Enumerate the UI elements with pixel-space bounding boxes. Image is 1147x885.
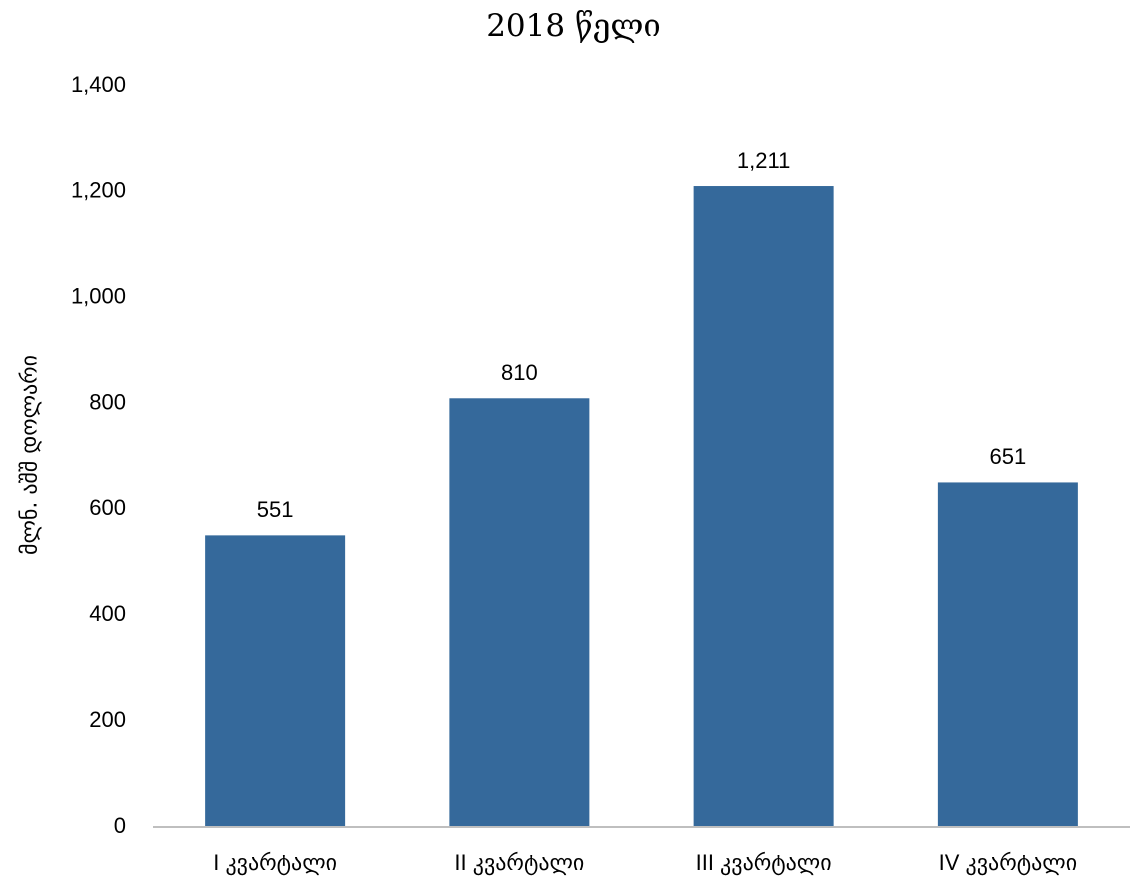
- x-tick-label: IV კვარტალი: [939, 850, 1077, 876]
- x-tick-label: II კვარტალი: [454, 850, 584, 876]
- y-tick-label: 1,400: [71, 72, 126, 97]
- y-tick-label: 1,000: [71, 284, 126, 309]
- y-tick-label: 1,200: [71, 178, 126, 203]
- bar: [449, 398, 590, 827]
- bar: [937, 482, 1078, 827]
- data-label: 1,211: [737, 148, 790, 173]
- data-label: 810: [501, 360, 538, 385]
- y-tick-label: 400: [89, 601, 126, 626]
- x-tick-label: III კვარტალი: [696, 850, 832, 876]
- data-label: 551: [257, 497, 294, 522]
- y-tick-label: 200: [89, 707, 126, 732]
- y-tick-label: 800: [89, 389, 126, 414]
- y-tick-label: 0: [114, 813, 126, 838]
- bar: [205, 535, 346, 827]
- data-label: 651: [990, 444, 1027, 469]
- y-tick-label: 600: [89, 495, 126, 520]
- chart-title: 2018 წელი: [486, 8, 661, 44]
- x-tick-label: I კვარტალი: [213, 850, 337, 876]
- bar: [693, 186, 834, 827]
